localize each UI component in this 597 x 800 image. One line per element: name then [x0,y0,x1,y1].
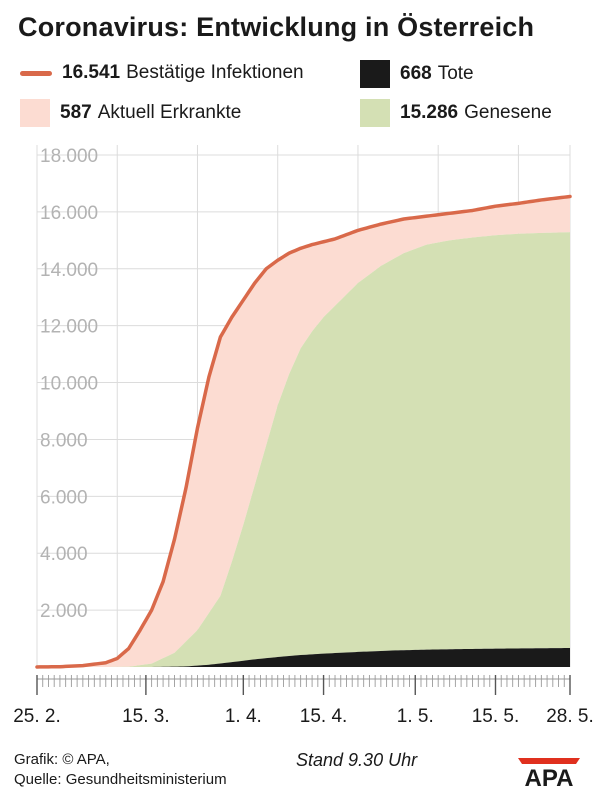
legend-active-label: Aktuell Erkrankte [97,102,242,123]
stand-text: Stand 9.30 Uhr [296,750,418,770]
area-series [37,196,570,668]
y-axis-ticks: 2.000 4.000 6.000 8.000 10.000 12.000 14.000 16… [40,146,98,622]
legend-deaths-swatch [360,60,390,88]
x-axis: 25. 2. 15. 3. 1. 4. 15. 4. 1. 5. 15. 5. 28. 5. [13,675,594,727]
y-tick-label: 2.000 [40,601,88,622]
legend-infected-label: Bestätige Infektionen [126,62,304,83]
x-tick-label: 1. 4. [225,706,262,727]
legend-infected: 16.541 Bestätige Infektionen [20,62,304,84]
legend-recovered-value: 15.286 [400,102,459,123]
y-tick-label: 10.000 [40,374,98,395]
legend-recovered: 15.286 Genesene [360,99,552,127]
x-tick-label: 15. 5. [472,706,520,727]
y-tick-label: 6.000 [40,487,88,508]
y-tick-label: 4.000 [40,544,88,565]
x-tick-label: 25. 2. [13,706,61,727]
line-confirmed-infections [35,194,572,669]
y-tick-label: 12.000 [40,317,98,338]
legend-deaths-label: Tote [437,63,474,84]
area-active-cases [37,196,570,668]
chart-area: 2.000 4.000 6.000 8.000 10.000 12.000 14.000 16… [13,145,594,727]
x-tick-label: 28. 5. [546,706,594,727]
y-tick-label: 14.000 [40,260,98,281]
footer-credits: Grafik: © APA, Quelle: Gesundheitsminist… [14,750,227,790]
y-tick-label: 16.000 [40,203,98,224]
x-tick-label: 15. 3. [122,706,170,727]
y-tick-label: 8.000 [40,430,88,451]
chart-title: Coronavirus: Entwicklung in Österreich [18,12,535,42]
legend-recovered-swatch [360,99,390,127]
y-tick-label: 18.000 [40,146,98,167]
legend-infected-swatch [20,70,52,76]
x-tick-label: 1. 5. [397,706,434,727]
apa-logo-text: APA [525,765,574,788]
apa-logo-roof-icon [518,758,580,764]
source-text: Quelle: Gesundheitsministerium [14,771,227,788]
legend-active-swatch [20,99,50,127]
legend-recovered-label: Genesene [464,102,552,123]
legend-active: 587 Aktuell Erkrankte [20,99,241,127]
legend-infected-value: 16.541 [62,62,121,83]
area-deaths [37,647,570,667]
x-tick-label: 15. 4. [300,706,348,727]
apa-logo: APA [518,758,580,788]
legend-deaths-value: 668 [400,63,432,84]
area-recovered [37,232,570,667]
legend-deaths: 668 Tote [360,60,474,88]
line-series [35,194,572,669]
credit-text: Grafik: © APA, [14,751,110,768]
legend-active-value: 587 [60,102,92,123]
